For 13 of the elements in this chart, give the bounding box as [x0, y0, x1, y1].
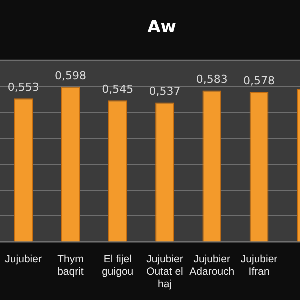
x-tick-label: Thym baqrit [58, 253, 84, 278]
data-label: 0,598 [54, 69, 86, 82]
data-label: 0,583 [196, 73, 228, 86]
x-tick-label: Jujubier [5, 253, 42, 266]
data-label: 0,545 [102, 83, 134, 96]
chart-title: Aw [148, 18, 177, 38]
x-tick-label: Jujubier Ifran [240, 253, 278, 278]
data-label: 0,537 [149, 85, 181, 98]
data-label: 0,578 [244, 74, 276, 88]
x-tick-label: Jujubier Adarouch [190, 253, 235, 278]
x-tick-label: Jujubier Outat el haj [146, 253, 184, 291]
data-label: 0,553 [8, 80, 40, 94]
x-tick-label: El fijel guigou [102, 253, 134, 278]
